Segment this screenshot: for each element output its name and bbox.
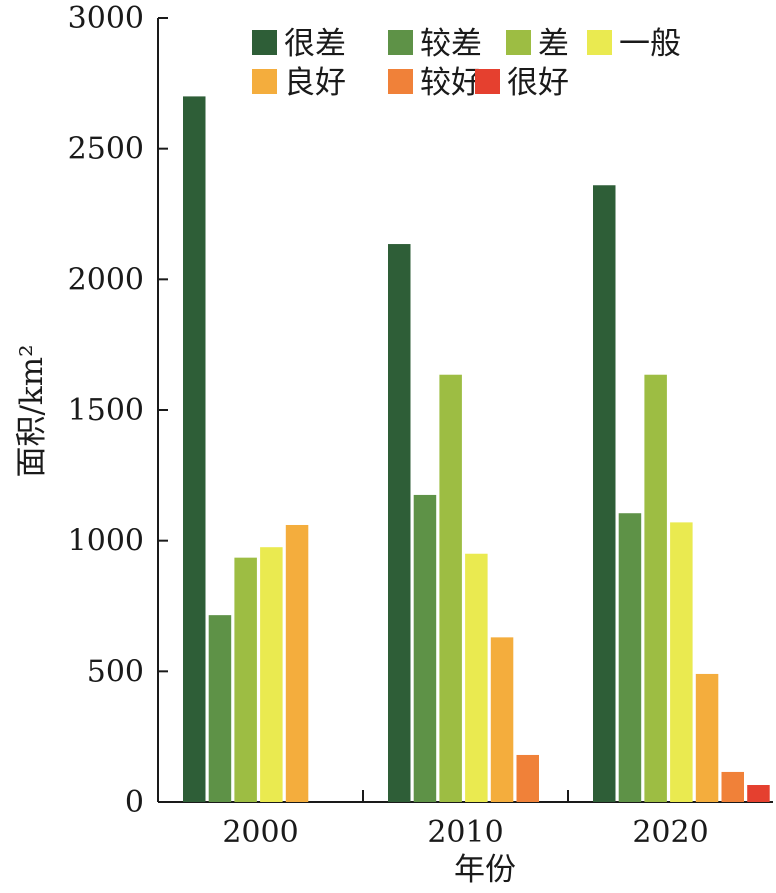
bar bbox=[747, 785, 770, 802]
bar bbox=[618, 513, 642, 802]
bar bbox=[439, 374, 462, 802]
legend-swatch bbox=[475, 69, 500, 94]
bar bbox=[516, 754, 539, 802]
legend-swatch bbox=[252, 30, 277, 55]
y-tick-label: 2000 bbox=[68, 262, 144, 297]
bar bbox=[388, 244, 411, 802]
legend-swatch bbox=[388, 30, 413, 55]
y-ticks: 0 500 1000 1500 2000 2500 3000 bbox=[68, 1, 168, 820]
legend-label: 良好 bbox=[284, 65, 346, 101]
x-tick-label: 2010 bbox=[427, 815, 503, 850]
legend-swatch bbox=[506, 30, 531, 55]
bar bbox=[670, 522, 693, 802]
legend-swatch bbox=[587, 30, 612, 55]
legend-label: 较差 bbox=[420, 26, 482, 62]
y-tick-label: 500 bbox=[87, 654, 144, 689]
legend-swatch bbox=[252, 69, 277, 94]
y-tick-label: 0 bbox=[125, 785, 144, 820]
bars bbox=[183, 96, 770, 803]
legend-swatch bbox=[388, 69, 413, 94]
bar bbox=[490, 637, 514, 802]
legend-label: 很好 bbox=[507, 65, 569, 101]
y-tick-label: 1500 bbox=[68, 393, 144, 428]
bar bbox=[593, 185, 616, 803]
legend-label: 较好 bbox=[420, 65, 482, 101]
bar bbox=[208, 615, 232, 802]
bar bbox=[695, 673, 719, 802]
bar bbox=[721, 771, 744, 802]
legend-label: 很差 bbox=[284, 26, 346, 62]
y-tick-label: 1000 bbox=[68, 524, 144, 559]
x-tick-label: 2000 bbox=[222, 815, 298, 850]
legend-label: 差 bbox=[538, 26, 569, 62]
y-tick-label: 2500 bbox=[68, 132, 144, 167]
bar bbox=[644, 374, 667, 802]
x-ticks: 2000 2010 2020 bbox=[222, 790, 709, 850]
axes: 0 500 1000 1500 2000 2500 3000 2000 2010 2020 bbox=[68, 1, 773, 850]
x-axis-title: 年份 bbox=[454, 852, 516, 888]
bar bbox=[183, 96, 206, 802]
bar bbox=[260, 547, 283, 802]
bar bbox=[234, 557, 257, 802]
y-axis-title: 面积/km² bbox=[14, 344, 50, 477]
bar bbox=[465, 553, 488, 802]
x-tick-label: 2020 bbox=[632, 815, 708, 850]
bar bbox=[285, 524, 309, 802]
legend-label: 一般 bbox=[619, 26, 681, 62]
y-tick-label: 3000 bbox=[68, 1, 144, 36]
bar bbox=[413, 494, 437, 802]
